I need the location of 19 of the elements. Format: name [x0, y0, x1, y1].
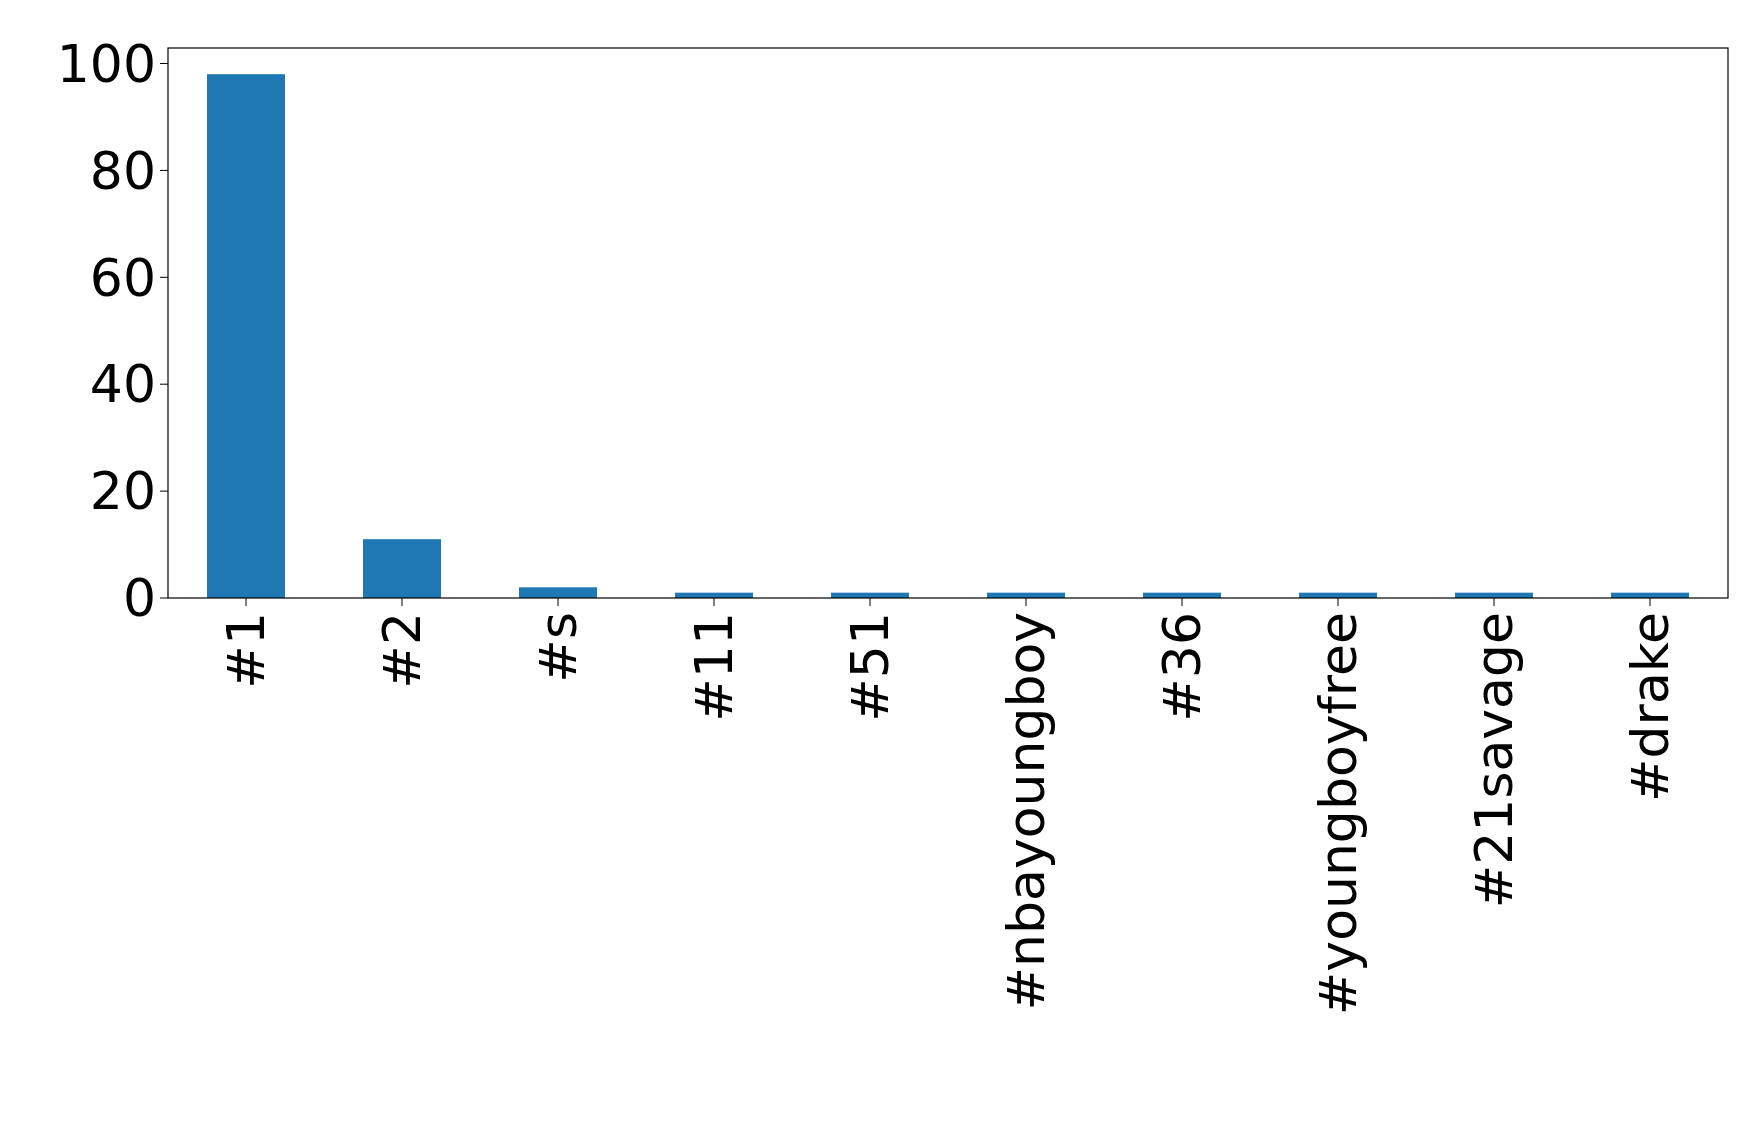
y-tick-label: 20 [89, 461, 156, 522]
x-tick-label: #drake [1620, 612, 1681, 803]
y-tick-label: 60 [89, 247, 156, 308]
x-tick-label: #1 [216, 612, 277, 689]
x-tick-label: #36 [1152, 612, 1213, 722]
bar [519, 587, 597, 598]
bar [363, 539, 441, 598]
x-tick-label: #nbayoungboy [996, 612, 1057, 1011]
y-tick-label: 100 [56, 33, 156, 94]
x-tick-label: #2 [372, 612, 433, 689]
bar [207, 74, 285, 598]
y-tick-label: 80 [89, 140, 156, 201]
y-tick-label: 0 [122, 568, 156, 629]
x-tick-label: #21savage [1464, 612, 1525, 909]
x-tick-label: #youngboyfree [1308, 612, 1369, 1016]
x-tick-label: #51 [840, 612, 901, 722]
y-tick-label: 40 [89, 354, 156, 415]
x-tick-label: #11 [684, 612, 745, 722]
x-tick-label: #s [528, 612, 589, 683]
